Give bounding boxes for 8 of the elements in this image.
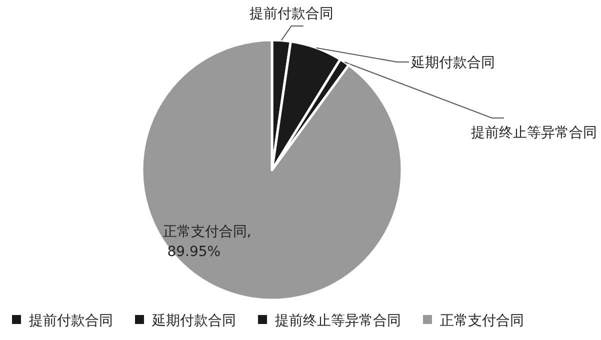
legend-label: 延期付款合同 — [151, 313, 236, 329]
legend-label: 提前终止等异常合同 — [275, 313, 401, 329]
slice-label: 延期付款合同 — [410, 55, 495, 71]
legend-label: 正常支付合同 — [440, 313, 524, 329]
slice-label: 提前终止等异常合同 — [471, 125, 597, 141]
legend-label: 提前付款合同 — [29, 313, 113, 329]
slice-label: 提前付款合同 — [249, 6, 334, 22]
pie-slice — [140, 38, 404, 302]
